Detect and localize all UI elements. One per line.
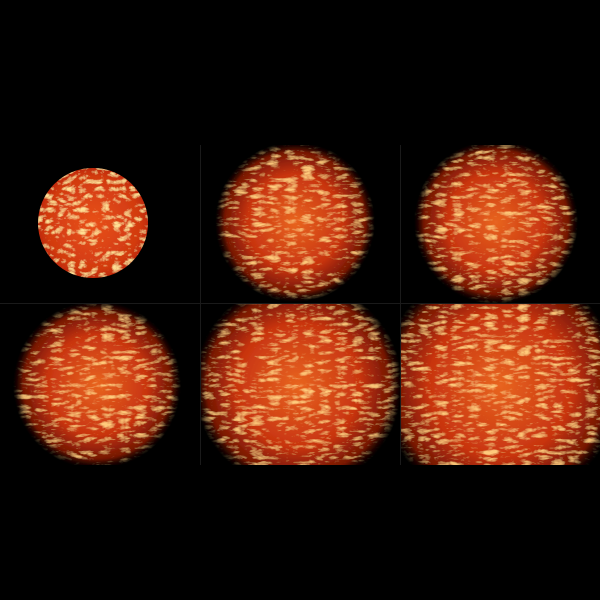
panel-borders [0,145,600,465]
panel [414,145,578,303]
disc [215,145,375,302]
panel [400,303,600,465]
panel [215,145,375,302]
disc [38,168,148,278]
disc [400,303,600,465]
disc [200,303,400,465]
disc [13,303,181,465]
disc [414,145,578,303]
panel [200,303,400,465]
panel [13,303,181,465]
panel [38,168,148,278]
